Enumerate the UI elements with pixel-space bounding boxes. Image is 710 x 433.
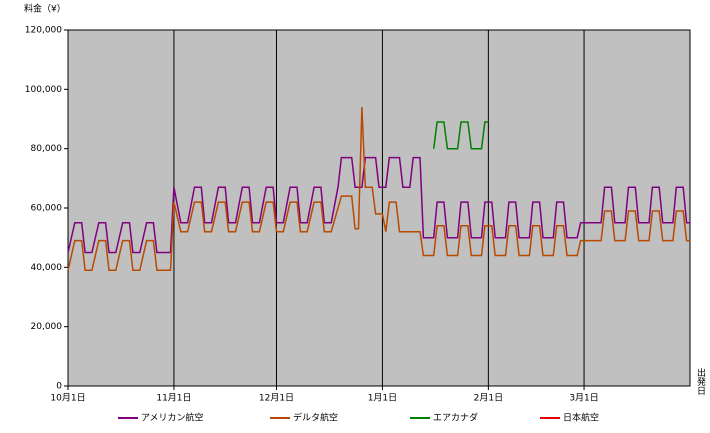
y-tick-label: 80,000 (31, 144, 63, 154)
legend-label: エアカナダ (433, 412, 478, 424)
series-line (67, 107, 690, 272)
y-tick-label: 100,000 (25, 85, 62, 95)
x-tick-label: 2月1日 (474, 393, 503, 404)
plot-area (67, 29, 691, 387)
y-tick-label: 0 (56, 382, 62, 392)
y-axis-title: 料金（¥） (24, 3, 66, 15)
y-tick-label: 120,000 (25, 26, 62, 36)
legend-label: デルタ航空 (293, 412, 338, 424)
legend-label: アメリカン航空 (141, 412, 204, 424)
x-tick-label: 3月1日 (569, 393, 598, 404)
x-tick-label: 12月1日 (259, 393, 294, 404)
y-tick-label: 20,000 (31, 322, 63, 332)
x-axis-title: 出発日 (695, 367, 706, 395)
x-tick-label: 11月1日 (156, 393, 191, 404)
y-tick-label: 60,000 (31, 204, 63, 214)
x-tick-label: 10月1日 (50, 393, 85, 404)
x-tick-label: 1月1日 (368, 393, 397, 404)
y-tick-label: 40,000 (31, 263, 63, 273)
series-line (432, 121, 489, 150)
series-line (67, 156, 690, 254)
legend-label: 日本航空 (563, 412, 599, 424)
